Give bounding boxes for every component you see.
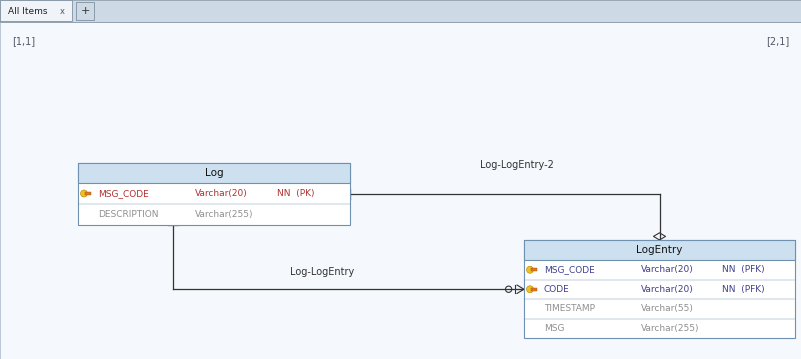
Bar [78, 163, 350, 225]
Text: Varchar(255): Varchar(255) [641, 324, 699, 333]
Bar [524, 240, 795, 260]
Bar [531, 288, 537, 291]
Bar [78, 163, 350, 183]
Bar [0, 0, 72, 21]
Text: Varchar(255): Varchar(255) [195, 210, 253, 219]
Text: MSG_CODE: MSG_CODE [98, 189, 149, 198]
Bar [85, 192, 91, 195]
Text: TIMESTAMP: TIMESTAMP [544, 304, 595, 313]
Bar [531, 268, 537, 271]
Text: [2,1]: [2,1] [766, 36, 789, 46]
Text: Varchar(20): Varchar(20) [641, 265, 694, 274]
Text: NN  (PFK): NN (PFK) [722, 285, 764, 294]
Bar [76, 2, 94, 20]
Text: Log-LogEntry-2: Log-LogEntry-2 [480, 160, 553, 170]
Text: CODE: CODE [544, 285, 570, 294]
Text: NN  (PFK): NN (PFK) [722, 265, 764, 274]
Text: Varchar(20): Varchar(20) [195, 189, 248, 198]
Text: NN  (PK): NN (PK) [276, 189, 314, 198]
Text: Varchar(55): Varchar(55) [641, 304, 694, 313]
Text: All Items: All Items [8, 6, 48, 15]
Text: LogEntry: LogEntry [636, 245, 682, 255]
Text: MSG_CODE: MSG_CODE [544, 265, 595, 274]
Text: Log-LogEntry: Log-LogEntry [290, 267, 354, 277]
Text: +: + [80, 6, 90, 16]
Bar [0, 0, 801, 22]
Text: [1,1]: [1,1] [12, 36, 35, 46]
Bar [524, 240, 795, 338]
Circle shape [80, 190, 87, 197]
Circle shape [526, 266, 533, 273]
Circle shape [526, 286, 533, 293]
Text: Log: Log [205, 168, 223, 178]
Text: Varchar(20): Varchar(20) [641, 285, 694, 294]
Text: DESCRIPTION: DESCRIPTION [98, 210, 159, 219]
Text: x: x [59, 6, 65, 15]
Text: MSG: MSG [544, 324, 565, 333]
